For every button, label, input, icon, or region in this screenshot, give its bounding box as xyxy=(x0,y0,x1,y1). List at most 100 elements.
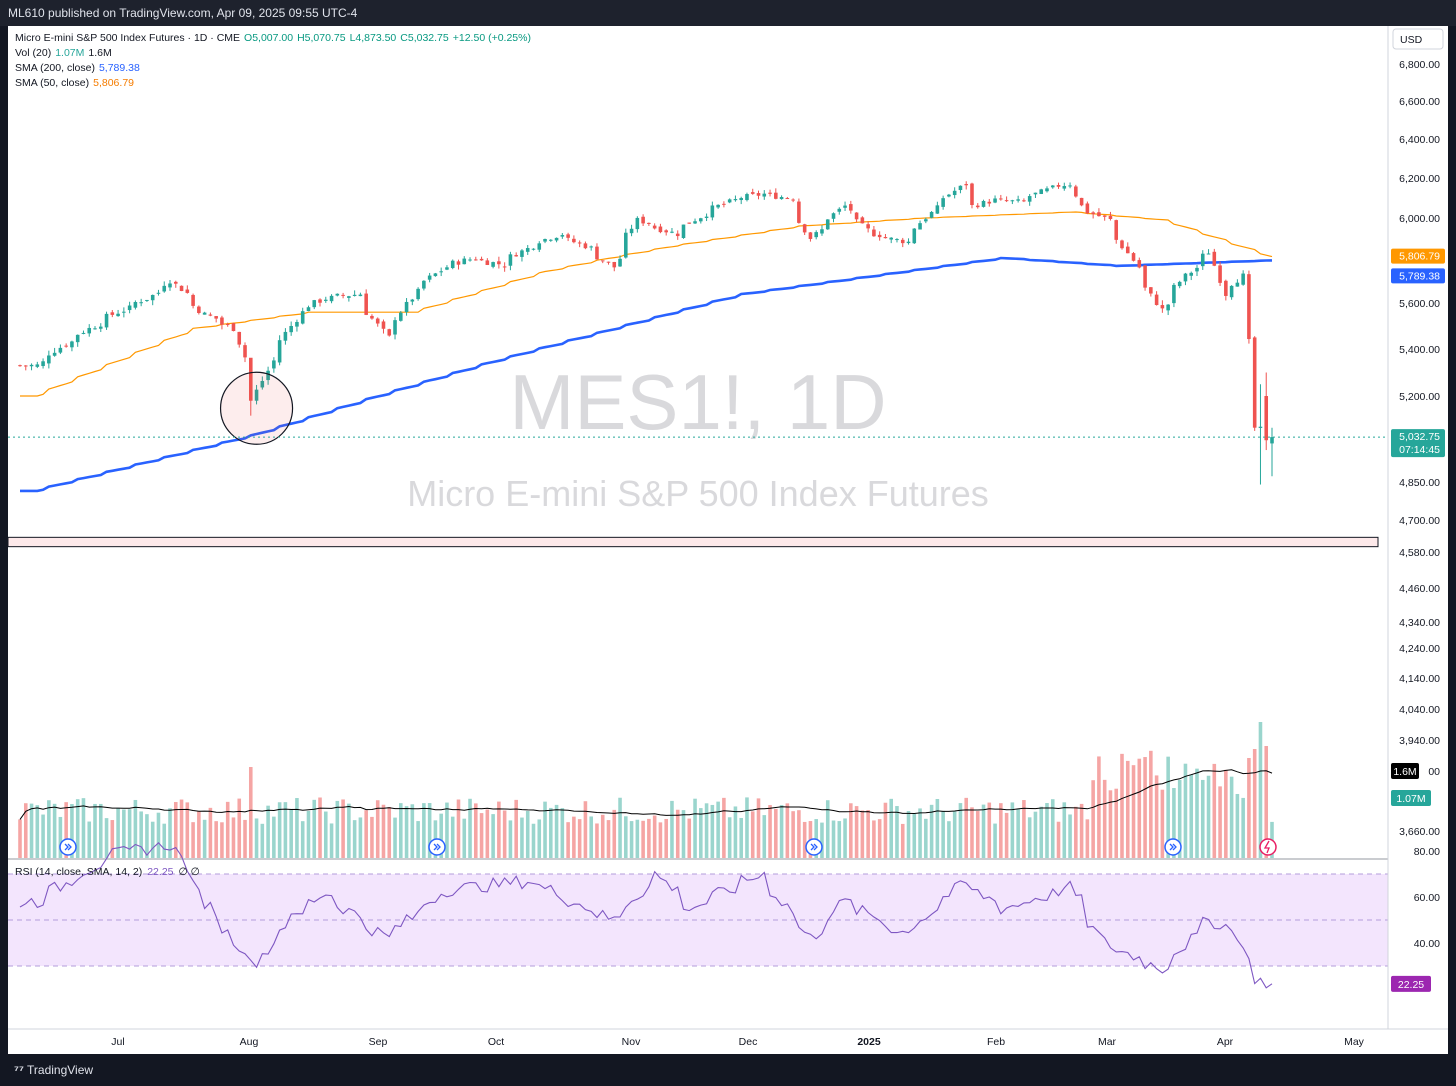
volume-bar xyxy=(375,800,380,858)
volume-bar xyxy=(860,810,865,858)
volume-bar xyxy=(785,803,790,858)
candle-body xyxy=(237,331,242,345)
volume-bar xyxy=(1258,722,1263,858)
volume-bar xyxy=(23,803,28,858)
price-tick-label: 5,200.00 xyxy=(1399,391,1440,403)
watermark: MES1!, 1D Micro E-mini S&P 500 Index Fut… xyxy=(407,358,989,514)
volume-bar xyxy=(116,808,120,858)
legend-symbol[interactable]: Micro E-mini S&P 500 Index Futures · 1D … xyxy=(15,32,531,44)
footer: ⁷⁷ TradingView xyxy=(0,1054,1456,1086)
price-axis-ticks: 6,800.00 6,600.00 6,400.00 6,200.00 6,000.00… xyxy=(1399,59,1440,838)
volume-bar xyxy=(1120,753,1124,858)
volume-bar xyxy=(837,821,842,858)
candle-body xyxy=(1143,265,1147,288)
volume-bar xyxy=(370,816,374,858)
price-tick-label: 6,800.00 xyxy=(1399,59,1440,71)
volume-bar xyxy=(583,801,588,858)
volume-bar xyxy=(975,811,980,858)
volume-bar xyxy=(791,811,795,858)
legend-volume[interactable]: Vol (20) 1.07M 1.6M xyxy=(15,47,112,59)
candle-body xyxy=(1079,197,1084,206)
circle-annotation-shape[interactable] xyxy=(219,371,294,445)
time-label-oct: Oct xyxy=(488,1036,504,1048)
candle-body xyxy=(1091,212,1095,215)
candle-body xyxy=(1241,273,1245,285)
event-arrow-glyph xyxy=(810,843,818,851)
volume-bar xyxy=(797,810,801,858)
sma50-path xyxy=(20,211,1273,397)
candle-body xyxy=(127,305,132,311)
price-pane[interactable] xyxy=(8,26,1388,859)
candle-body xyxy=(970,183,974,206)
candle-body xyxy=(981,200,986,207)
currency-badge[interactable] xyxy=(1392,28,1444,50)
volume-bar xyxy=(364,810,368,858)
volume-bar xyxy=(595,823,599,858)
price-tick-label: 4,700.00 xyxy=(1399,515,1440,527)
candle-body xyxy=(699,218,703,222)
volume-bar xyxy=(1068,814,1072,858)
time-label-jul: Jul xyxy=(111,1036,124,1048)
volume-bar xyxy=(999,803,1003,858)
volume-bar xyxy=(29,803,34,858)
volume-bars xyxy=(18,722,1274,858)
candle-body xyxy=(485,260,490,266)
volume-bar xyxy=(133,799,138,858)
price-tick-label: 6,600.00 xyxy=(1399,96,1440,108)
footer-brand: TradingView xyxy=(27,1063,94,1077)
legend-sma200[interactable]: SMA (200, close) 5,789.38 xyxy=(15,62,140,74)
event-arrow-glyph xyxy=(433,843,441,851)
volume-bar xyxy=(750,811,755,858)
vol-ma-label-bg xyxy=(1391,763,1419,779)
support-zone-rect[interactable] xyxy=(7,536,1379,548)
volume-bar xyxy=(572,816,576,858)
event-markers[interactable] xyxy=(59,838,1277,856)
volume-bar xyxy=(600,814,605,858)
candle-body xyxy=(733,199,738,201)
candle-body xyxy=(1137,260,1142,268)
candle-body xyxy=(70,341,74,348)
legend-open: O5,007.00 xyxy=(244,32,293,44)
alert-marker-icon[interactable] xyxy=(1259,838,1277,856)
candle-body xyxy=(202,312,207,315)
legend-symbol-text: Micro E-mini S&P 500 Index Futures · 1D … xyxy=(15,32,240,44)
volume-bar xyxy=(260,823,265,858)
circle-annotation[interactable] xyxy=(219,371,294,445)
rsi-pane[interactable] xyxy=(8,842,1388,989)
chart-svg[interactable]: MES1!, 1D Micro E-mini S&P 500 Index Fut… xyxy=(7,26,1448,1054)
legend-rsi[interactable]: RSI (14, close, SMA, 14, 2) 22.25 ∅ ∅ xyxy=(15,866,200,878)
candle-body xyxy=(35,364,40,367)
legend-close: C5,032.75 xyxy=(400,32,449,44)
volume-bar xyxy=(110,820,115,858)
candle-body xyxy=(1218,265,1222,283)
volume-bar xyxy=(98,803,103,858)
candle-body xyxy=(75,334,80,343)
volume-bar xyxy=(681,810,686,858)
rsi-tick-label: 40.00 xyxy=(1414,938,1440,950)
volume-bar xyxy=(906,811,911,858)
candle-body xyxy=(554,237,559,241)
candle-body xyxy=(64,345,68,347)
legend-sma50[interactable]: SMA (50, close) 5,806.79 xyxy=(15,77,134,89)
time-label-sep: Sep xyxy=(369,1036,388,1048)
tradingview-logo-icon: ⁷⁷ xyxy=(14,1063,24,1077)
price-axis-bg[interactable] xyxy=(1388,26,1448,1029)
volume-bar xyxy=(1143,757,1147,858)
volume-bar xyxy=(877,819,882,858)
time-axis-ticks: Jul Aug Sep Oct Nov Dec 2025 Feb Mar Apr May xyxy=(111,1036,1364,1048)
sma200-path xyxy=(20,256,1273,493)
volume-bar xyxy=(854,806,859,858)
chart-frame[interactable]: MES1!, 1D Micro E-mini S&P 500 Index Fut… xyxy=(7,26,1448,1054)
support-zone[interactable] xyxy=(7,536,1379,548)
legend-high: H5,070.75 xyxy=(297,32,346,44)
time-label-may: May xyxy=(1344,1036,1365,1048)
candle-body xyxy=(999,198,1003,200)
volume-bar xyxy=(272,816,276,858)
time-axis-bg[interactable] xyxy=(8,1029,1448,1054)
volume-bar xyxy=(889,798,893,858)
candle-body xyxy=(924,219,928,222)
time-label-apr: Apr xyxy=(1217,1036,1234,1048)
volume-bar xyxy=(993,823,997,858)
candle-body xyxy=(1108,215,1113,219)
volume-bar xyxy=(1091,780,1095,858)
